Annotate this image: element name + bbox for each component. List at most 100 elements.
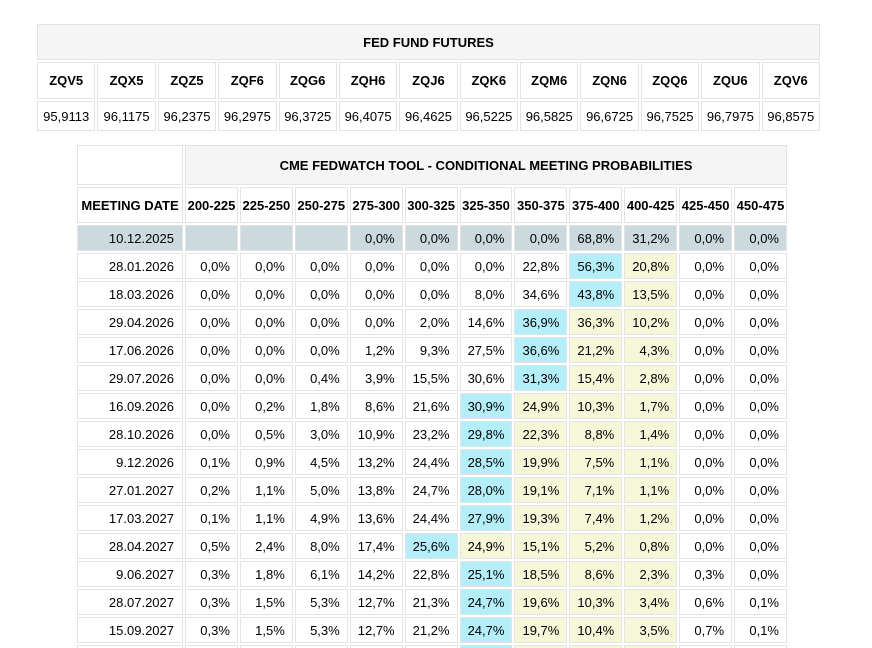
- rate-range-header: 375-400: [569, 187, 623, 223]
- probability-cell: 7,5%: [569, 449, 623, 475]
- probability-cell: 0,0%: [734, 253, 787, 279]
- rate-range-header: 350-375: [514, 187, 568, 223]
- probability-cell: 22,8%: [514, 253, 568, 279]
- probability-cell: 0,0%: [459, 225, 513, 251]
- probability-cell: 22,8%: [404, 561, 458, 587]
- probability-cell: [349, 645, 403, 648]
- meeting-row: 28.07.2027 0,3% 1,5% 5,3% 12,7% 21,3% 24,7% 19,…: [77, 589, 787, 615]
- probability-cell: 24,7%: [404, 477, 458, 503]
- meeting-date-cell: 9.06.2027: [77, 561, 183, 587]
- probability-cell: 24,9%: [514, 393, 568, 419]
- probability-cell: [185, 225, 238, 251]
- probability-cell: 0,0%: [679, 309, 733, 335]
- futures-price-cell: 96,4625: [399, 101, 458, 131]
- probability-cell: 19,6%: [514, 589, 568, 615]
- probability-cell: 0,0%: [404, 281, 458, 307]
- probability-cell: 15,1%: [514, 533, 568, 559]
- probability-cell: 10,4%: [569, 617, 623, 643]
- probability-cell: 0,0%: [239, 253, 293, 279]
- probability-cell: 1,8%: [294, 393, 348, 419]
- probability-cell: 0,0%: [734, 225, 787, 251]
- fedwatch-header-row: MEETING DATE 200-225 225-250 250-275 275-30…: [77, 187, 787, 223]
- probability-cell: 28,0%: [459, 477, 513, 503]
- probability-cell: 10,3%: [569, 393, 623, 419]
- probability-cell: 0,1%: [185, 505, 238, 531]
- probability-cell: 29,8%: [459, 421, 513, 447]
- rate-range-header: 425-450: [679, 187, 733, 223]
- probability-cell: 6,1%: [294, 561, 348, 587]
- probability-cell: 0,0%: [294, 281, 348, 307]
- probability-cell: 1,8%: [239, 561, 293, 587]
- probability-cell: 0,0%: [734, 477, 787, 503]
- probability-cell: 27,9%: [459, 505, 513, 531]
- probability-cell: 0,0%: [239, 365, 293, 391]
- probability-cell: 0,1%: [185, 449, 238, 475]
- probability-cell: 1,2%: [349, 337, 403, 363]
- probability-cell: 0,0%: [734, 561, 787, 587]
- meeting-row: 29.04.2026 0,0% 0,0% 0,0% 0,0% 2,0% 14,6% 36,9%…: [77, 309, 787, 335]
- probability-cell: 2,0%: [404, 309, 458, 335]
- futures-price-cell: 95,9113: [37, 101, 96, 131]
- probability-cell: 0,5%: [239, 421, 293, 447]
- meeting-date-cell: 29.07.2026: [77, 365, 183, 391]
- probability-cell: 0,3%: [185, 589, 238, 615]
- probability-cell: 0,0%: [185, 393, 238, 419]
- probability-cell: 0,0%: [679, 477, 733, 503]
- probability-cell: 19,3%: [514, 505, 568, 531]
- meeting-date-cell: 28.10.2026: [77, 421, 183, 447]
- futures-price-cell: 96,5225: [459, 101, 518, 131]
- probability-cell: 0,7%: [679, 617, 733, 643]
- probability-cell: [239, 645, 293, 648]
- meeting-date-cell: 17.03.2027: [77, 505, 183, 531]
- probability-cell: 1,4%: [624, 421, 678, 447]
- fedwatch-title-row: CME FEDWATCH TOOL - CONDITIONAL MEETING …: [77, 145, 787, 185]
- probability-cell: 0,0%: [679, 253, 733, 279]
- futures-price-cell: 96,2375: [157, 101, 217, 131]
- probability-cell: 19,9%: [514, 449, 568, 475]
- meeting-row: 9.12.2026 0,1% 0,9% 4,5% 13,2% 24,4% 28,5% 19,9…: [77, 449, 787, 475]
- probability-cell: 4,5%: [294, 449, 348, 475]
- futures-price-cell: 96,8575: [761, 101, 820, 131]
- futures-column-header: ZQK6: [459, 62, 518, 99]
- probability-cell: 0,0%: [185, 421, 238, 447]
- probability-cell: 15,5%: [404, 365, 458, 391]
- probability-cell: 14,2%: [349, 561, 403, 587]
- probability-cell: 0,0%: [349, 281, 403, 307]
- probability-cell: [239, 225, 293, 251]
- probability-cell: 1,5%: [239, 589, 293, 615]
- probability-cell: 0,0%: [679, 449, 733, 475]
- probability-cell: 1,1%: [239, 477, 293, 503]
- probability-cell: 30,6%: [459, 365, 513, 391]
- probability-cell: 0,0%: [679, 281, 733, 307]
- probability-cell: 0,0%: [239, 281, 293, 307]
- probability-cell: 3,5%: [624, 617, 678, 643]
- probability-cell: 2,8%: [624, 365, 678, 391]
- probability-cell: [294, 225, 348, 251]
- rate-range-header: 225-250: [239, 187, 293, 223]
- probability-cell: 17,4%: [349, 533, 403, 559]
- probability-cell: [569, 645, 623, 648]
- probability-cell: 0,0%: [679, 365, 733, 391]
- probability-cell: 0,2%: [185, 477, 238, 503]
- futures-column-header: ZQF6: [218, 62, 277, 99]
- probability-cell: [679, 645, 733, 648]
- probability-cell: 21,2%: [404, 617, 458, 643]
- meeting-row: 29.07.2026 0,0% 0,0% 0,4% 3,9% 15,5% 30,6% 31,3…: [77, 365, 787, 391]
- probability-cell: 0,0%: [404, 253, 458, 279]
- futures-table-title: FED FUND FUTURES: [37, 24, 820, 60]
- probability-cell: 5,3%: [294, 589, 348, 615]
- probability-cell: 0,0%: [239, 337, 293, 363]
- futures-title-row: FED FUND FUTURES: [37, 24, 820, 60]
- futures-column-header: ZQN6: [580, 62, 639, 99]
- futures-price-cell: 96,1175: [97, 101, 156, 131]
- futures-column-header: ZQV5: [37, 62, 96, 99]
- probability-cell: 14,6%: [459, 309, 513, 335]
- probability-cell: 36,3%: [569, 309, 623, 335]
- meeting-date-cell: 15.09.2027: [77, 617, 183, 643]
- probability-cell: 34,6%: [514, 281, 568, 307]
- probability-cell: 13,2%: [349, 449, 403, 475]
- probability-cell: 0,0%: [185, 365, 238, 391]
- fedwatch-table-title: CME FEDWATCH TOOL - CONDITIONAL MEETING …: [185, 145, 787, 185]
- probability-cell: [624, 645, 678, 648]
